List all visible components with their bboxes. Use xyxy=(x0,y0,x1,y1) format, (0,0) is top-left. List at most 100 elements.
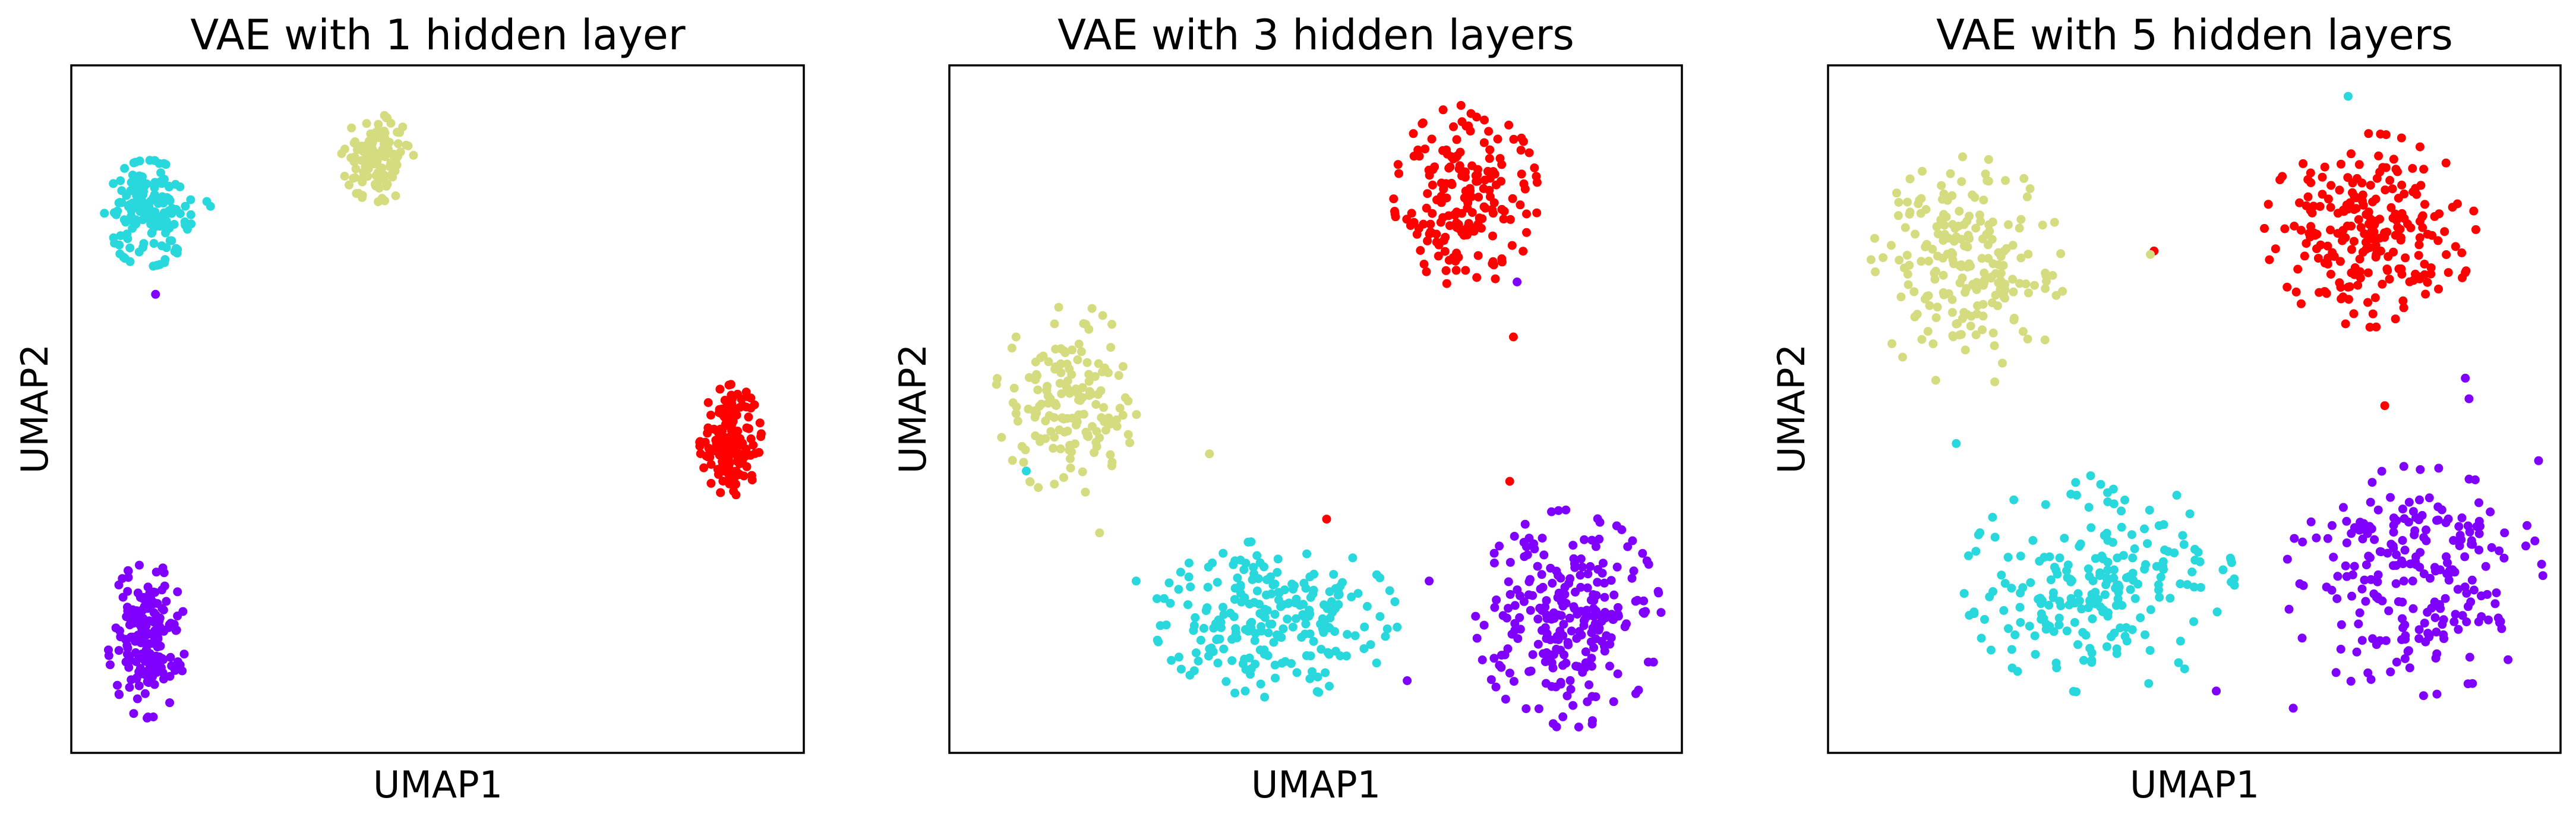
scatter-point-panel3-cluster1-16 xyxy=(2260,223,2269,233)
scatter-point-panel2-cluster3-455 xyxy=(1306,651,1315,661)
scatter-point-panel1-cluster4-604 xyxy=(157,604,167,613)
scatter-point-panel3-cluster3-653 xyxy=(2136,613,2145,623)
scatter-point-panel2-cluster2-334 xyxy=(1067,370,1077,379)
scatter-point-panel2-cluster1-82 xyxy=(1472,176,1481,186)
scatter-point-panel2-cluster3-446 xyxy=(1204,562,1213,572)
scatter-point-panel2-cluster4-734 xyxy=(1497,663,1506,672)
scatter-point-panel3-cluster2-395 xyxy=(1898,352,1907,362)
scatter-point-panel3-cluster1-220 xyxy=(2368,197,2378,207)
scatter-point-panel1-cluster4-624 xyxy=(132,694,142,704)
scatter-point-panel3-cluster1-46 xyxy=(2293,264,2303,274)
scatter-point-panel3-cluster1-191 xyxy=(2358,196,2367,206)
scatter-point-panel2-cluster4-597 xyxy=(1583,569,1593,579)
scatter-point-panel1-cluster2-271 xyxy=(115,240,124,250)
scatter-point-panel1-cluster4-489 xyxy=(125,683,134,692)
scatter-point-panel3-cluster1-193 xyxy=(2372,322,2381,332)
scatter-point-panel3-cluster3-521 xyxy=(2049,627,2059,636)
scatter-point-panel1-cluster3-422 xyxy=(720,466,729,476)
scatter-point-panel2-cluster4-804 xyxy=(1586,562,1595,571)
scatter-point-panel3-cluster3-600 xyxy=(1980,614,1989,624)
scatter-point-panel2-cluster1-21 xyxy=(1522,209,1531,219)
scatter-point-panel2-cluster2-237 xyxy=(1050,480,1059,489)
scatter-point-panel2-cluster3-553 xyxy=(1347,592,1356,602)
scatter-point-panel2-cluster1-166 xyxy=(1437,178,1446,188)
scatter-point-panel3-cluster4-868 xyxy=(2414,625,2424,635)
scatter-point-panel3-cluster4-723 xyxy=(2331,668,2341,677)
scatter-point-panel2-cluster4-727 xyxy=(1565,574,1575,584)
scatter-point-panel2-cluster1-122 xyxy=(1423,236,1432,245)
scatter-point-panel2-cluster3-465 xyxy=(1343,630,1352,639)
scatter-point-panel1-cluster4-614 xyxy=(131,657,141,666)
scatter-point-panel3-cluster2-417 xyxy=(1947,308,1957,317)
scatter-point-panel2-cluster2-192 xyxy=(1059,473,1068,483)
scatter-point-panel2-cluster4-809 xyxy=(1599,610,1608,619)
scatter-point-panel1-cluster3-364 xyxy=(703,428,712,438)
scatter-point-panel3-cluster3-608 xyxy=(2013,667,2022,676)
scatter-point-panel3-cluster2-404 xyxy=(2019,174,2029,183)
scatter-point-panel3-cluster3-496 xyxy=(2141,560,2150,569)
scatter-point-panel3-cluster4-678 xyxy=(2341,561,2350,570)
scatter-point-panel2-cluster3-573 xyxy=(1299,579,1309,588)
scatter-point-panel3-cluster1-102 xyxy=(2306,168,2315,178)
scatter-point-panel3-cluster4-756 xyxy=(2467,575,2477,585)
scatter-point-panel3-cluster1-143 xyxy=(2354,215,2363,224)
scatter-point-panel2-cluster3-559 xyxy=(1325,682,1334,691)
scatter-point-panel3-cluster1-168 xyxy=(2398,296,2408,305)
scatter-point-panel2-cluster3-567 xyxy=(1229,612,1239,622)
scatter-point-panel2-cluster1-178 xyxy=(1485,185,1494,195)
scatter-point-panel2-cluster3-568 xyxy=(1204,651,1213,661)
scatter-point-panel3-cluster3-619 xyxy=(2226,554,2236,564)
scatter-point-panel3-cluster4-748 xyxy=(2441,594,2450,603)
scatter-point-panel3-cluster1-215 xyxy=(2271,244,2280,254)
scatter-point-panel2-cluster3-366 xyxy=(1342,651,1351,661)
scatter-point-panel3-cluster2-414 xyxy=(1998,358,2007,368)
scatter-point-panel1-cluster3-381 xyxy=(732,411,741,420)
scatter-point-panel3-cluster1-172 xyxy=(2399,303,2408,313)
scatter-point-panel2-cluster1-183 xyxy=(1432,237,1441,247)
scatter-point-panel3-cluster2-431 xyxy=(1962,310,1972,319)
scatter-point-panel3-cluster2-304 xyxy=(1894,198,1903,207)
scatter-point-panel2-cluster1-157 xyxy=(1448,154,1458,163)
scatter-point-panel2-cluster1-158 xyxy=(1489,167,1498,176)
scatter-point-panel2-cluster4-663 xyxy=(1501,695,1510,704)
scatter-point-panel3-cluster4-764 xyxy=(2486,507,2495,516)
scatter-point-panel2-cluster3-575 xyxy=(1336,582,1345,591)
scatter-point-panel1-cluster2-157 xyxy=(155,260,165,269)
scatter-point-panel3-cluster3-649 xyxy=(2124,572,2133,582)
scatter-point-panel1-cluster3-440 xyxy=(711,436,721,445)
scatter-point-panel3-cluster1-63 xyxy=(2365,323,2375,332)
scatter-point-panel3-cluster4-710 xyxy=(2400,654,2410,663)
scatter-point-panel1-cluster1-107 xyxy=(364,149,374,158)
scatter-point-panel2-cluster1-45 xyxy=(1488,231,1497,241)
scatter-point-panel3-cluster2-438 xyxy=(1965,234,1974,243)
scatter-point-panel3-cluster2-396 xyxy=(1996,285,2005,294)
panel-2-title: VAE with 3 hidden layers xyxy=(1057,11,1574,59)
scatter-point-panel3-cluster3-510 xyxy=(2053,569,2062,579)
scatter-point-panel1-cluster1-79 xyxy=(340,172,349,181)
scatter-point-panel2-cluster3-400 xyxy=(1308,667,1317,676)
scatter-point-panel2-cluster3-397 xyxy=(1288,622,1298,632)
scatter-point-panel3-cluster1-98 xyxy=(2318,172,2327,182)
scatter-point-panel2-cluster1-38 xyxy=(1485,154,1494,163)
scatter-point-panel2-cluster2-318 xyxy=(1050,399,1060,408)
scatter-point-panel3-cluster4-867 xyxy=(2392,550,2401,559)
scatter-point-panel2-cluster4-724 xyxy=(1587,720,1597,729)
scatter-point-panel2-cluster4-792 xyxy=(1504,604,1513,613)
scatter-point-panel2-cluster2-240 xyxy=(1046,427,1056,436)
scatter-point-panel3-cluster2-253 xyxy=(1896,292,1906,302)
scatter-point-panel2-cluster3-351 xyxy=(1174,585,1183,594)
scatter-point-panel3-cluster4-808 xyxy=(2454,522,2464,531)
scatter-point-panel2-cluster3-562 xyxy=(1255,558,1265,567)
scatter-point-panel3-cluster2-409 xyxy=(1928,339,1938,349)
scatter-point-panel2-cluster2-201 xyxy=(1118,411,1128,420)
scatter-point-panel2-cluster3-574 xyxy=(1375,612,1385,621)
scatter-point-panel1-cluster4-587 xyxy=(145,649,154,658)
scatter-point-panel2-cluster4-765 xyxy=(1583,697,1592,707)
scatter-point-panel2-cluster3-379 xyxy=(1385,586,1394,595)
scatter-point-panel3-cluster4-888 xyxy=(2299,581,2308,590)
scatter-point-panel3-cluster1-216 xyxy=(2295,198,2304,207)
scatter-point-panel2-cluster1-35 xyxy=(1422,267,1431,276)
scatter-point-panel3-cluster3-605 xyxy=(2100,590,2110,600)
scatter-point-panel3-cluster2-367 xyxy=(2022,192,2032,201)
scatter-point-panel2-cluster3-434 xyxy=(1327,597,1336,606)
